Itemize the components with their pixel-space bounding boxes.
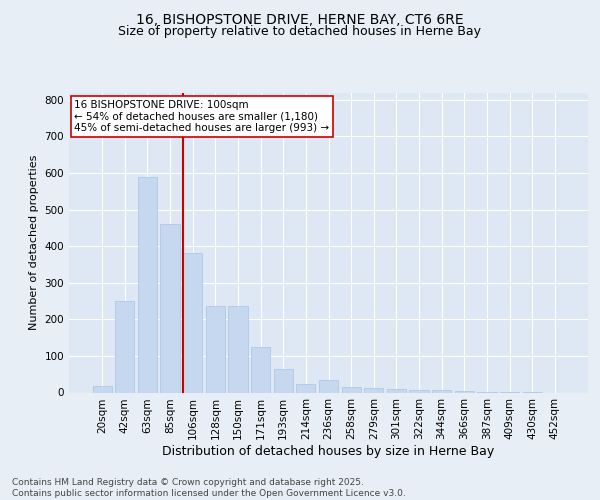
Bar bbox=[251, 347, 270, 393]
Bar bbox=[364, 388, 383, 392]
Bar bbox=[206, 306, 225, 392]
Text: Contains HM Land Registry data © Crown copyright and database right 2025.
Contai: Contains HM Land Registry data © Crown c… bbox=[12, 478, 406, 498]
Bar bbox=[296, 384, 316, 392]
X-axis label: Distribution of detached houses by size in Herne Bay: Distribution of detached houses by size … bbox=[163, 445, 494, 458]
Bar bbox=[409, 390, 428, 392]
Bar bbox=[274, 368, 293, 392]
Bar bbox=[160, 224, 180, 392]
Bar bbox=[432, 390, 451, 392]
Bar bbox=[115, 301, 134, 392]
Text: 16, BISHOPSTONE DRIVE, HERNE BAY, CT6 6RE: 16, BISHOPSTONE DRIVE, HERNE BAY, CT6 6R… bbox=[136, 12, 464, 26]
Text: Size of property relative to detached houses in Herne Bay: Size of property relative to detached ho… bbox=[119, 25, 482, 38]
Bar bbox=[92, 386, 112, 392]
Bar bbox=[138, 176, 157, 392]
Bar bbox=[229, 306, 248, 392]
Text: 16 BISHOPSTONE DRIVE: 100sqm
← 54% of detached houses are smaller (1,180)
45% of: 16 BISHOPSTONE DRIVE: 100sqm ← 54% of de… bbox=[74, 100, 329, 133]
Y-axis label: Number of detached properties: Number of detached properties bbox=[29, 155, 39, 330]
Bar bbox=[183, 254, 202, 392]
Bar bbox=[319, 380, 338, 392]
Bar bbox=[387, 389, 406, 392]
Bar bbox=[341, 388, 361, 392]
